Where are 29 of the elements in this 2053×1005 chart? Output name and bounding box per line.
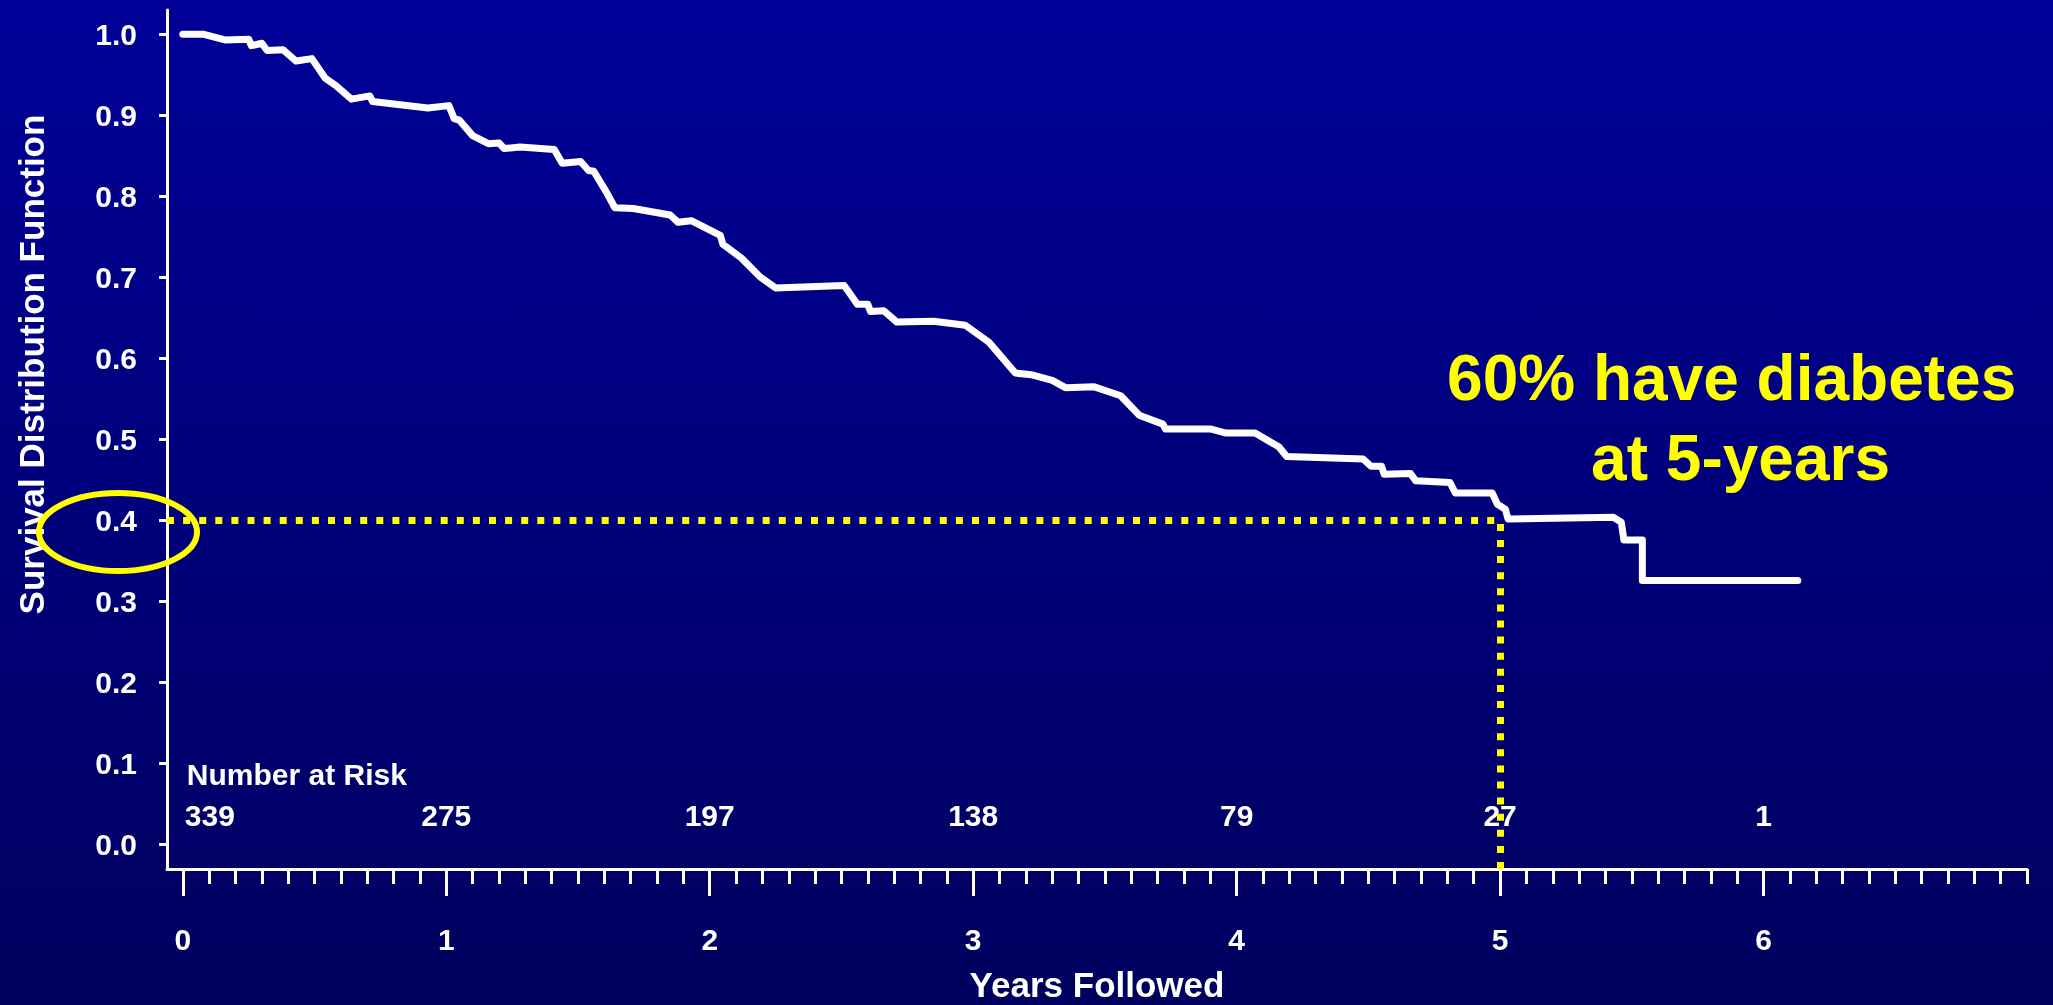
annotation: 79 xyxy=(1219,798,1254,832)
annotation: Number at Risk xyxy=(186,757,408,791)
annotation: 27 xyxy=(1483,798,1517,832)
annotation: 138 xyxy=(948,798,999,832)
x-tick-label: 0 xyxy=(174,922,192,956)
y-axis-title: Survival Distribution Function xyxy=(12,114,51,615)
x-tick-label: 1 xyxy=(437,922,455,956)
y-tick-label: 0.4 xyxy=(95,504,138,538)
x-tick-label: 4 xyxy=(1228,922,1246,956)
y-tick-label: 0.5 xyxy=(95,423,137,456)
y-tick-label: 0.2 xyxy=(95,666,137,700)
y-tick-label: 0.9 xyxy=(95,98,137,132)
y-tick-label: 0.6 xyxy=(95,341,137,375)
x-tick-label: 6 xyxy=(1755,922,1772,956)
x-axis-title: Years Followed xyxy=(969,965,1225,1004)
y-tick-label: 0.3 xyxy=(95,585,137,619)
annotation: 1 xyxy=(1755,798,1772,832)
annotation: 197 xyxy=(684,798,735,832)
annotation: 275 xyxy=(421,798,472,832)
x-tick-label: 5 xyxy=(1491,922,1509,956)
annotation: 339 xyxy=(184,798,235,832)
x-tick-label: 3 xyxy=(964,922,982,956)
y-tick-label: 0.0 xyxy=(95,828,137,862)
x-tick-label: 2 xyxy=(701,922,719,956)
y-tick-label: 0.1 xyxy=(95,747,137,781)
y-tick-label: 0.8 xyxy=(95,179,137,213)
y-tick-label: 1.0 xyxy=(95,17,137,51)
annotation: 60% have diabetes at 5-years xyxy=(1447,342,2035,495)
y-tick-label: 0.7 xyxy=(95,260,137,294)
